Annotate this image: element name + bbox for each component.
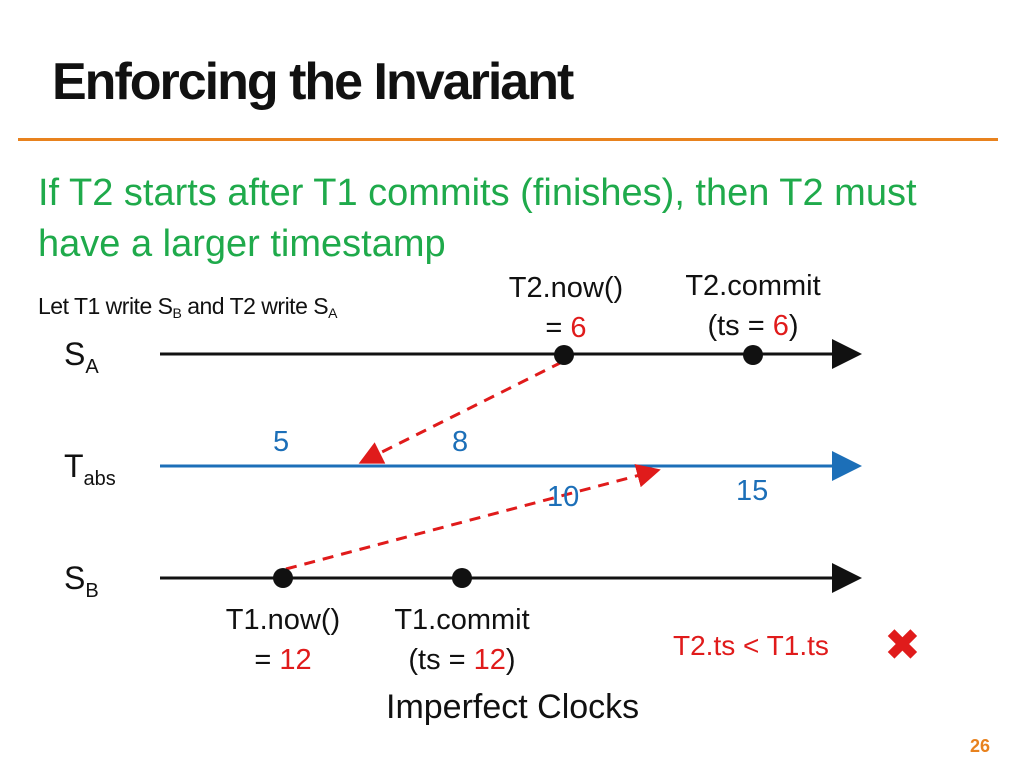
- title-divider: [18, 138, 998, 141]
- diagram-caption: Imperfect Clocks: [386, 688, 640, 726]
- t2-now-annotation: T2.now() = 6: [486, 268, 646, 348]
- lane-sb-sub: B: [85, 580, 99, 602]
- t1-commit-ts-line: (ts = 12): [372, 640, 552, 680]
- t2-commit-open: (ts =: [707, 310, 773, 342]
- tabs-number-5: 5: [273, 426, 290, 458]
- t1-now-value: 12: [279, 644, 312, 676]
- slide-title: Enforcing the Invariant: [52, 53, 574, 111]
- t1-commit-annotation: T1.commit (ts = 12): [372, 600, 552, 680]
- setup-sub-a: A: [328, 305, 337, 321]
- t2-commit-event: [743, 345, 763, 365]
- t2-commit-annotation: T2.commit (ts = 6): [663, 266, 843, 346]
- tabs-number-8: 8: [452, 426, 469, 458]
- t2-now-label: T2.now(): [508, 272, 624, 304]
- verdict-text: T2.ts < T1.ts: [673, 630, 829, 661]
- setup-sub-b: B: [172, 305, 182, 321]
- t2-now-event: [554, 345, 574, 365]
- t1-commit-open: (ts =: [408, 644, 474, 676]
- lane-label-sa: SA: [64, 336, 99, 379]
- t2-commit-value: 6: [772, 310, 789, 342]
- t2-commit-label: T2.commit: [685, 270, 821, 302]
- t2-now-value-line: = 6: [486, 308, 646, 348]
- setup-prefix: Let T1 write S: [38, 293, 173, 319]
- setup-text: Let T1 write SB and T2 write SA: [38, 293, 337, 321]
- lane-sb-main: S: [64, 560, 86, 596]
- tabs-number-10: 10: [547, 481, 580, 513]
- lane-sa-main: S: [64, 336, 86, 372]
- page-number: 26: [970, 736, 991, 756]
- lane-tabs-sub: abs: [83, 468, 116, 490]
- lane-tabs-main: T: [64, 448, 84, 484]
- t1-now-arrow: [285, 464, 661, 571]
- t1-commit-label: T1.commit: [394, 604, 530, 636]
- tabs-number-15: 15: [736, 475, 769, 507]
- t1-now-annotation: T1.now() = 12: [203, 600, 363, 680]
- lane-label-sb: SB: [64, 560, 99, 603]
- setup-middle: and T2 write S: [181, 293, 329, 319]
- t1-now-label: T1.now(): [225, 604, 341, 636]
- invariant-statement: If T2 starts after T1 commits (finishes)…: [38, 172, 917, 265]
- t1-now-eq: =: [254, 644, 280, 676]
- t1-now-event: [273, 568, 293, 588]
- t1-commit-close: ): [505, 644, 516, 676]
- t2-commit-close: ): [788, 310, 799, 342]
- t2-now-value: 6: [570, 312, 587, 344]
- t2-commit-ts-line: (ts = 6): [663, 306, 843, 346]
- t1-commit-value: 12: [473, 644, 506, 676]
- lane-sa-sub: A: [85, 356, 99, 378]
- t1-now-value-line: = 12: [203, 640, 363, 680]
- t1-commit-event: [452, 568, 472, 588]
- cross-icon: ✖: [884, 621, 921, 670]
- lane-label-tabs: Tabs: [64, 448, 116, 491]
- t2-now-eq: =: [545, 312, 571, 344]
